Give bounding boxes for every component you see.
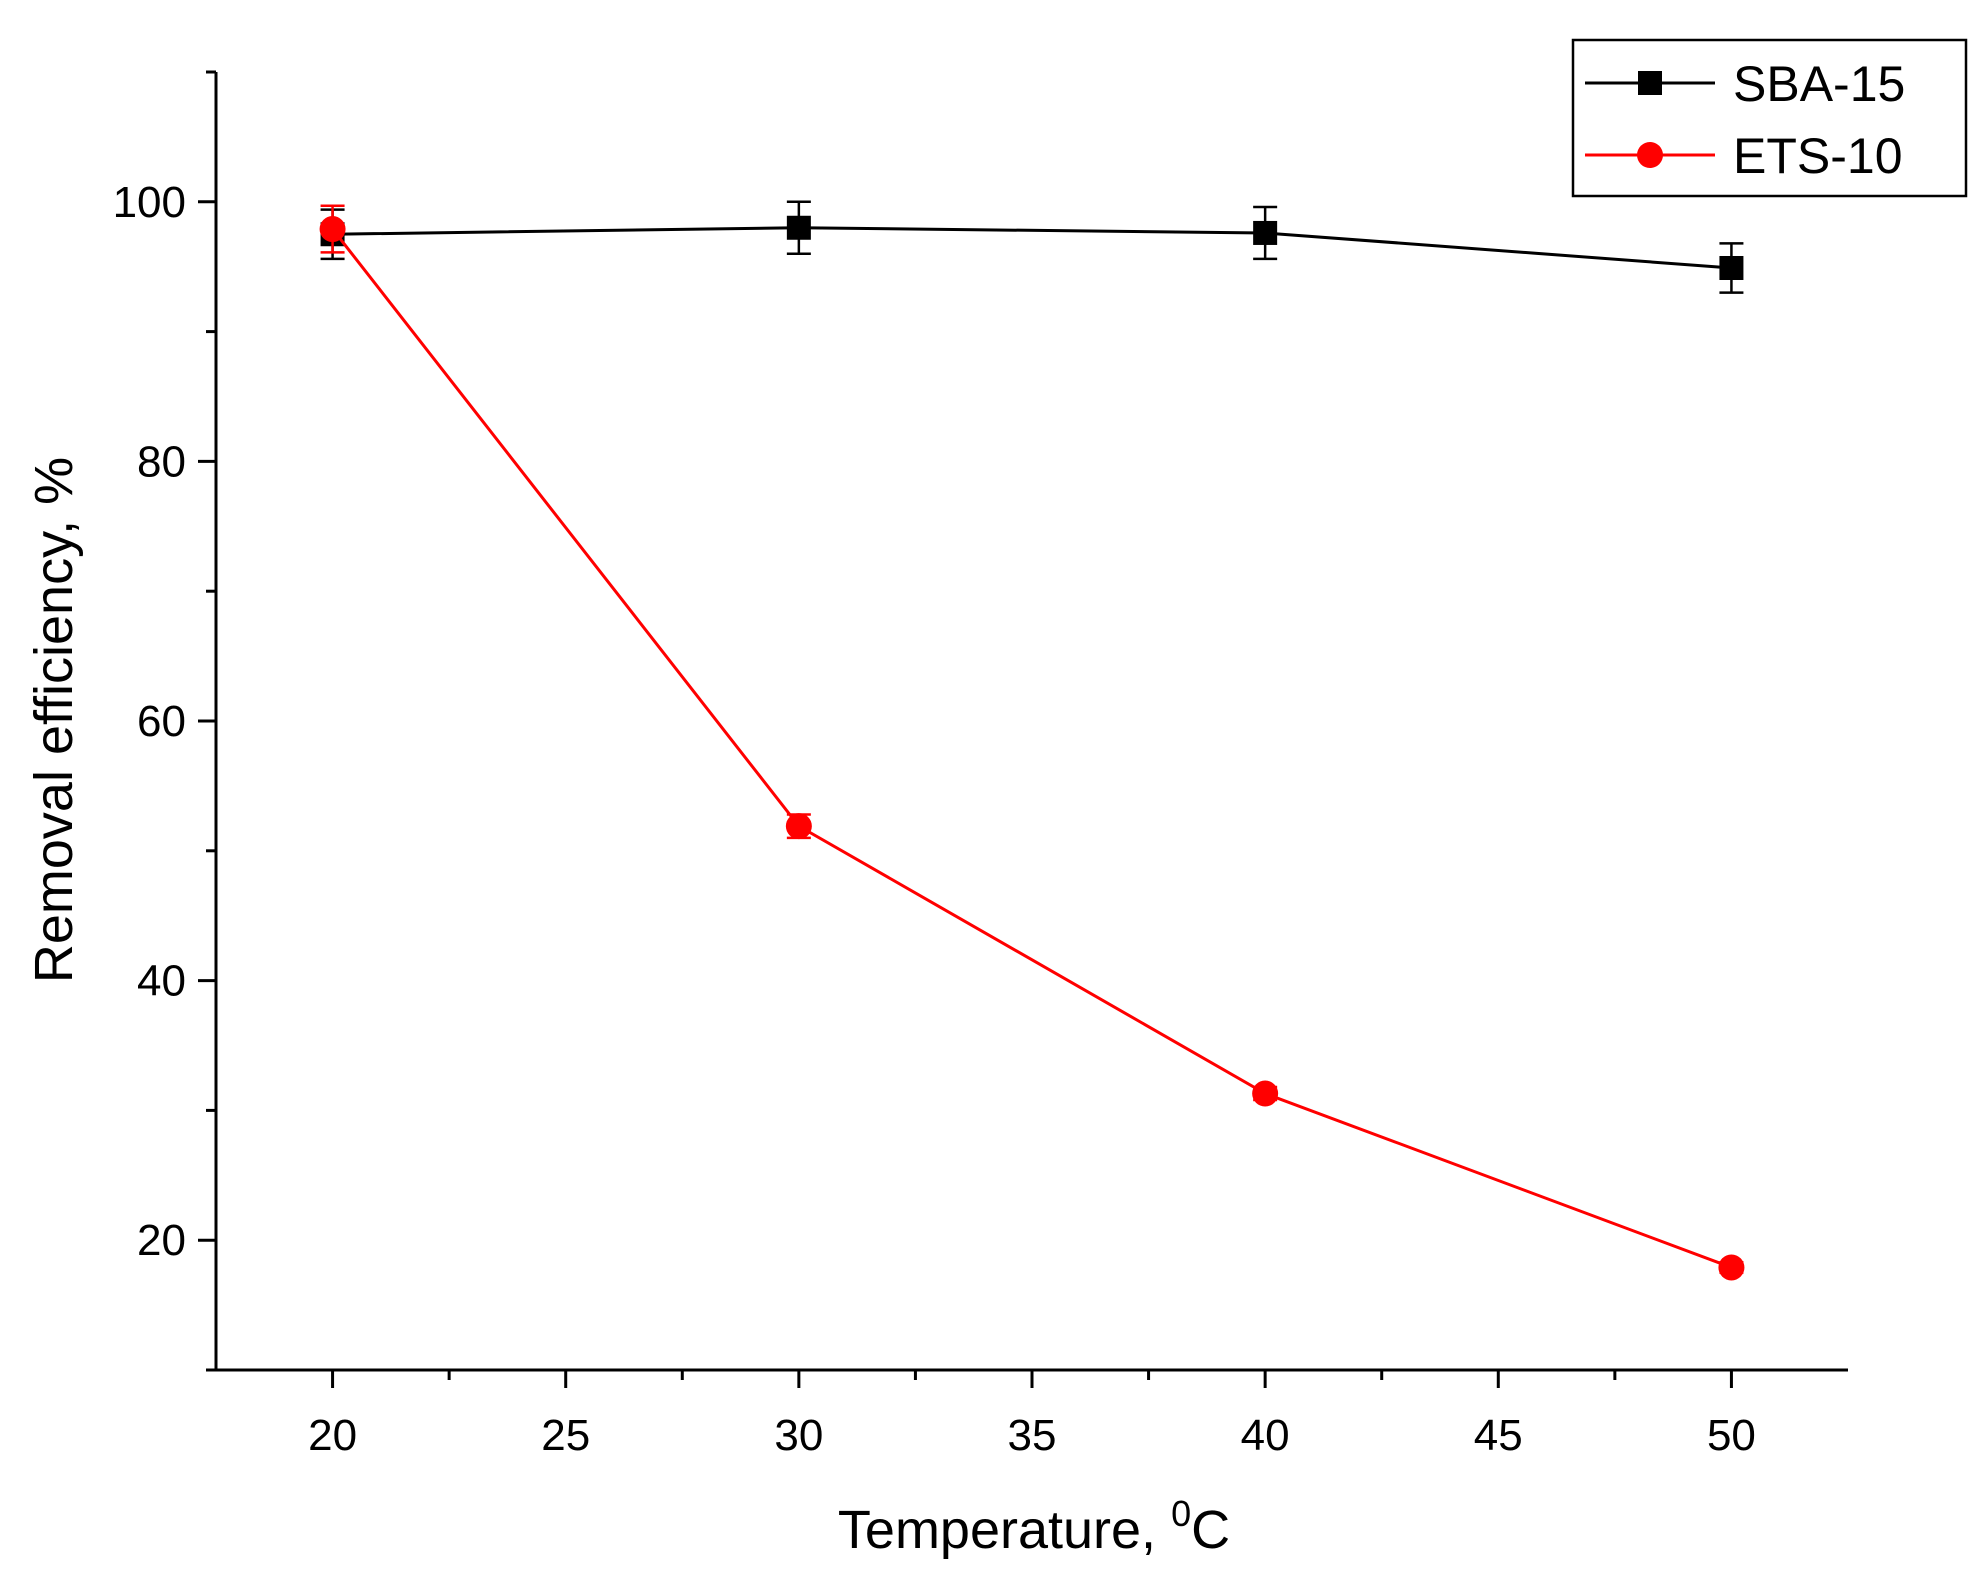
y-tick-label: 20: [137, 1216, 186, 1265]
legend-item-sba-15: SBA-15: [1585, 56, 1905, 112]
x-tick-label: 45: [1474, 1411, 1523, 1460]
series-ets-10: [319, 204, 1745, 1281]
legend-label-sba-15: SBA-15: [1733, 56, 1905, 112]
data-point-sba-15: [1719, 255, 1744, 280]
legend-label-ets-10: ETS-10: [1733, 128, 1903, 184]
legend-marker-ets-10: [1637, 142, 1663, 168]
data-point-ets-10: [1252, 1080, 1279, 1107]
y-tick-label: 80: [137, 437, 186, 486]
x-axis-title-superscript: 0: [1171, 1493, 1191, 1534]
tick-labels: 20 25 30 35 40 45 50 20 40 60 80 100: [113, 178, 1756, 1460]
ticks: [198, 70, 1733, 1388]
data-point-ets-10: [1718, 1254, 1745, 1281]
y-axis-title: Removal efficiency, %: [24, 457, 84, 983]
y-tick-label: 100: [113, 178, 186, 227]
legend-items: SBA-15 ETS-10: [1585, 56, 1905, 184]
series-line-ets-10: [331, 228, 1732, 1269]
x-tick-label: 35: [1008, 1411, 1057, 1460]
x-tick-label: 25: [541, 1411, 590, 1460]
axes: [214, 72, 1848, 1372]
legend-item-ets-10: ETS-10: [1585, 128, 1903, 184]
series-layer: [319, 200, 1745, 1281]
legend-box: [1571, 38, 1968, 198]
legend-marker-sba-15: [1638, 71, 1662, 95]
data-point-sba-15: [1253, 220, 1278, 245]
data-point-ets-10: [785, 813, 812, 840]
x-tick-label: 30: [774, 1411, 823, 1460]
x-tick-label: 20: [308, 1411, 357, 1460]
x-axis-title-text: Temperature,: [838, 1500, 1171, 1560]
data-point-sba-15: [786, 215, 811, 240]
x-tick-label: 40: [1241, 1411, 1290, 1460]
data-point-ets-10: [319, 216, 346, 243]
legend: SBA-15 ETS-10: [1571, 38, 1968, 198]
series-line-sba-15: [332, 226, 1732, 270]
series-sba-15: [320, 200, 1744, 294]
x-axis-title-unit: C: [1191, 1500, 1230, 1560]
x-tick-label: 50: [1707, 1411, 1756, 1460]
y-tick-label: 40: [137, 957, 186, 1006]
x-axis-title: Temperature, 0C: [838, 1493, 1230, 1560]
y-tick-label: 60: [137, 697, 186, 746]
